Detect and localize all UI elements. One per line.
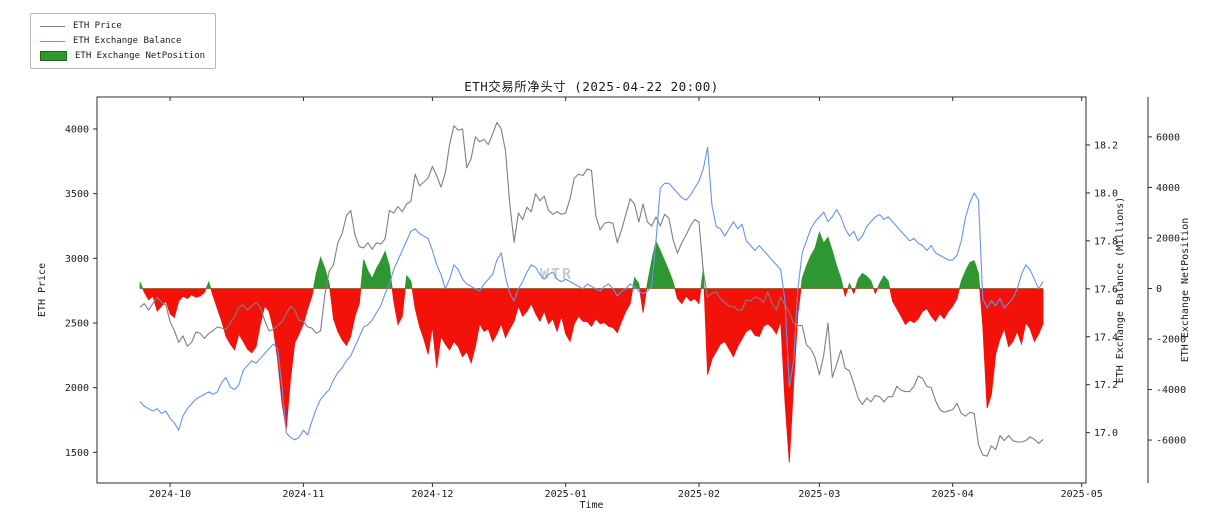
x-axis-label: Time — [579, 500, 604, 511]
y-balance-tick-label: 17.2 — [1094, 380, 1118, 391]
netposition-patch-key-icon — [40, 51, 67, 61]
legend: ETH Price ETH Exchange Balance ETH Excha… — [30, 13, 217, 69]
y-price-tick-label: 2000 — [65, 383, 89, 394]
y-balance-tick-label: 18.0 — [1094, 188, 1118, 199]
legend-item-price: ETH Price — [40, 20, 205, 32]
y-price-tick-label: 1500 — [65, 448, 89, 459]
y-axis-label-netposition: ETH Exchange NetPosition — [1180, 217, 1191, 363]
x-tick-label: 2025-02 — [678, 489, 720, 500]
y-balance-tick-label: 17.8 — [1094, 236, 1118, 247]
x-tick-label: 2025-01 — [545, 489, 587, 500]
y-price-tick-label: 3000 — [65, 254, 89, 265]
netposition-area-positive — [139, 230, 1044, 289]
y-axis-label-balance: ETH Exchange Balance (Millions) — [1115, 196, 1126, 384]
x-tick-label: 2025-05 — [1061, 489, 1103, 500]
eth-price-line — [139, 121, 1044, 457]
legend-label: ETH Exchange Balance — [73, 36, 182, 46]
y-axis-label-price: ETH Price — [37, 262, 48, 318]
y-balance-tick-label: 18.2 — [1094, 140, 1118, 151]
legend-item-netposition: ETH Exchange NetPosition — [40, 50, 205, 62]
y-netposition-tick-label: 2000 — [1156, 233, 1180, 244]
price-line-key-icon — [40, 25, 65, 27]
x-tick-label: 2025-03 — [798, 489, 840, 500]
netposition-area-negative — [139, 288, 1044, 463]
y-price-tick-label: 3500 — [65, 189, 89, 200]
legend-item-balance: ETH Exchange Balance — [40, 35, 205, 47]
y-balance-tick-label: 17.4 — [1094, 332, 1118, 343]
y-netposition-tick-label: 4000 — [1156, 183, 1180, 194]
x-tick-label: 2024-10 — [149, 489, 191, 500]
y-balance-tick-label: 17.6 — [1094, 284, 1118, 295]
legend-label: ETH Price — [73, 21, 122, 31]
eth-exchange-balance-line — [139, 146, 1044, 441]
x-tick-label: 2024-12 — [411, 489, 453, 500]
axes-frame — [96, 96, 1087, 484]
y-netposition-tick-label: -2000 — [1156, 335, 1186, 346]
x-tick-label: 2024-11 — [282, 489, 324, 500]
y-netposition-tick-label: 0 — [1156, 284, 1162, 295]
watermark: WTR — [540, 265, 574, 283]
x-tick-label: 2025-04 — [932, 489, 974, 500]
legend-label: ETH Exchange NetPosition — [75, 51, 206, 61]
y-price-tick-label: 2500 — [65, 318, 89, 329]
y-balance-tick-label: 17.0 — [1094, 428, 1118, 439]
y-price-tick-label: 4000 — [65, 124, 89, 135]
y-netposition-tick-label: -6000 — [1156, 436, 1186, 447]
y-netposition-tick-label: 6000 — [1156, 132, 1180, 143]
chart-title: ETH交易所净头寸 (2025-04-22 20:00) — [464, 79, 719, 94]
y-netposition-tick-label: -4000 — [1156, 385, 1186, 396]
balance-line-key-icon — [40, 40, 65, 42]
